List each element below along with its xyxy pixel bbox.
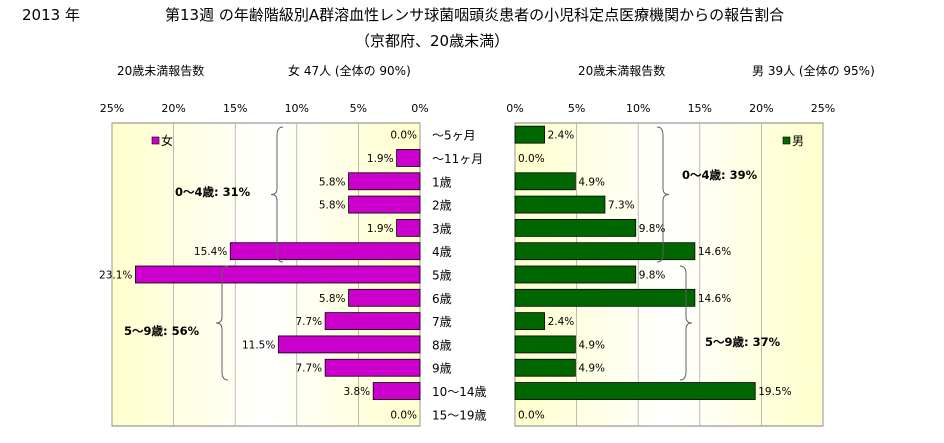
female-data-label: 11.5% xyxy=(242,339,275,351)
male-bar xyxy=(514,242,696,261)
category-label: 15～19歳 xyxy=(432,408,487,422)
female-legend-swatch xyxy=(151,136,160,145)
female-bracket-0-4 xyxy=(270,126,284,263)
male-data-label: 7.3% xyxy=(608,200,635,212)
male-x-tick-label: 15% xyxy=(688,102,712,115)
category-label: 5歳 xyxy=(432,269,452,283)
female-data-label: 1.9% xyxy=(367,153,394,165)
female-bar xyxy=(348,195,421,214)
category-label: 6歳 xyxy=(432,292,452,306)
male-x-tick-label: 10% xyxy=(626,102,650,115)
female-x-tick-label: 20% xyxy=(161,102,185,115)
male-legend-label: 男 xyxy=(792,134,804,148)
category-label: 3歳 xyxy=(432,222,452,236)
category-label: 2歳 xyxy=(432,199,452,213)
male-data-label: 0.0% xyxy=(518,409,545,421)
male-x-tick-label: 25% xyxy=(811,102,835,115)
male-data-label: 0.0% xyxy=(518,153,545,165)
female-legend-label: 女 xyxy=(161,133,173,148)
male-x-tick-label: 20% xyxy=(749,102,773,115)
chart-title: 第13週 の年齢階級別A群溶血性レンサ球菌咽頭炎患者の小児科定点医療機関からの報… xyxy=(165,6,785,24)
female-bar xyxy=(324,312,421,331)
female-data-label: 7.7% xyxy=(295,316,322,328)
male-bracket-0-4 xyxy=(656,126,670,263)
chart-subtitle: （京都府、20歳未満） xyxy=(355,32,510,50)
male-data-label: 19.5% xyxy=(758,386,791,398)
male-bar xyxy=(514,358,576,377)
female-data-label: 5.8% xyxy=(319,176,346,188)
female-data-label: 3.8% xyxy=(343,386,370,398)
female-data-label: 5.8% xyxy=(319,200,346,212)
female-summary: 女 47人 (全体の 90%) xyxy=(288,64,411,78)
male-bar xyxy=(514,195,606,214)
category-label: 1歳 xyxy=(432,175,452,189)
male-data-label: 14.6% xyxy=(698,293,731,305)
female-bar xyxy=(277,335,421,354)
category-label: 4歳 xyxy=(432,245,452,259)
female-bracket-5-9-label: 5～9歳: 56% xyxy=(124,324,200,338)
female-x-tick-label: 5% xyxy=(350,102,367,115)
year-label: 2013 年 xyxy=(22,6,80,24)
female-x-tick-label: 0% xyxy=(411,102,428,115)
female-data-label: 0.0% xyxy=(390,130,417,142)
category-label: ～5ヶ月 xyxy=(432,129,476,143)
female-data-label: 15.4% xyxy=(194,246,227,258)
female-data-label: 0.0% xyxy=(390,409,417,421)
male-data-label: 4.9% xyxy=(578,363,605,375)
male-x-tick-label: 5% xyxy=(568,102,585,115)
male-bar xyxy=(514,125,545,144)
female-bar xyxy=(229,242,421,261)
male-bar xyxy=(514,172,576,191)
female-x-tick-label: 25% xyxy=(100,102,124,115)
male-bar xyxy=(514,312,545,331)
male-report-label: 20歳未満報告数 xyxy=(578,64,666,78)
male-bar xyxy=(514,335,576,354)
male-data-label: 2.4% xyxy=(548,316,575,328)
female-bar xyxy=(396,149,421,167)
female-bar xyxy=(348,288,421,307)
male-bar xyxy=(514,288,696,307)
male-data-label: 9.8% xyxy=(639,270,666,282)
male-data-label: 14.6% xyxy=(698,246,731,258)
female-bar xyxy=(372,382,421,400)
male-bracket-5-9 xyxy=(679,265,693,381)
female-data-label: 7.7% xyxy=(295,363,322,375)
female-report-label: 20歳未満報告数 xyxy=(117,64,205,78)
category-label: 10～14歳 xyxy=(432,385,487,399)
category-label: 8歳 xyxy=(432,338,452,352)
female-x-tick-label: 15% xyxy=(223,102,247,115)
female-data-label: 5.8% xyxy=(319,293,346,305)
male-data-label: 4.9% xyxy=(578,176,605,188)
female-x-tick-label: 10% xyxy=(285,102,309,115)
male-x-tick-label: 0% xyxy=(506,102,523,115)
female-data-label: 23.1% xyxy=(99,270,132,282)
female-data-label: 1.9% xyxy=(367,223,394,235)
female-bar xyxy=(348,172,421,191)
category-label: ～11ヶ月 xyxy=(432,152,483,166)
female-bar xyxy=(324,358,421,377)
female-bar xyxy=(396,218,421,237)
male-data-label: 2.4% xyxy=(548,130,575,142)
male-data-label: 4.9% xyxy=(578,339,605,351)
female-bracket-0-4-label: 0～4歳: 31% xyxy=(175,185,251,199)
female-bracket-5-9 xyxy=(215,265,229,381)
male-bracket-0-4-label: 0～4歳: 39% xyxy=(682,168,758,182)
male-bar xyxy=(514,218,637,237)
male-bracket-5-9-label: 5～9歳: 37% xyxy=(705,335,781,349)
category-label: 9歳 xyxy=(432,362,452,376)
male-legend-swatch xyxy=(782,136,791,145)
male-data-label: 9.8% xyxy=(639,223,666,235)
male-summary: 男 39人 (全体の 95%) xyxy=(752,64,875,78)
category-label: 7歳 xyxy=(432,315,452,329)
male-bar xyxy=(514,382,756,400)
male-bar xyxy=(514,265,637,284)
female-bar xyxy=(135,265,421,284)
